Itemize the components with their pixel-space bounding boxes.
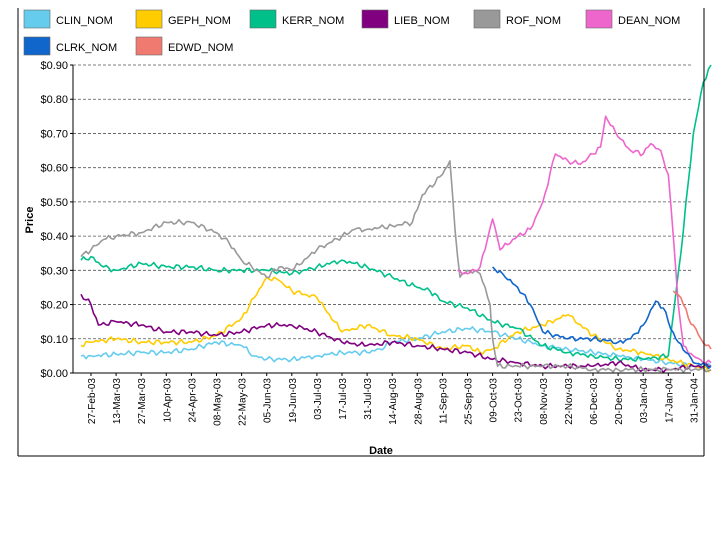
y-tick-label: $0.10 [40, 334, 68, 346]
legend-label: EDWD_NOM [168, 42, 233, 54]
x-tick-label: 20-Dec-03 [614, 378, 625, 425]
legend-label: GEPH_NOM [168, 15, 231, 27]
x-tick-label: 17-Jul-03 [338, 378, 349, 420]
legend-swatch [249, 9, 277, 29]
legend-label: ROF_NOM [506, 15, 561, 27]
series-line-EDWD_NOM [672, 290, 712, 350]
y-tick-label: $0.00 [40, 368, 68, 380]
legend-label: DEAN_NOM [618, 15, 680, 27]
legend-swatch [135, 9, 163, 29]
x-tick-label: 05-Jun-03 [263, 378, 274, 423]
legend-swatch [473, 9, 501, 29]
x-tick-label: 17-Jan-04 [664, 378, 675, 423]
legend: CLIN_NOM GEPH_NOM KERR_NOM LIEB_NOM ROF_NOM D… [23, 9, 680, 56]
y-tick-label: $0.90 [40, 60, 68, 72]
y-axis-title: Price [24, 207, 36, 234]
y-axis-ticks: $0.00 $0.10 $0.20 $0.30 $0.40 $0.50 $0.60 $0.70… [40, 60, 73, 380]
series-line-GEPH_NOM [80, 276, 712, 373]
plot-area [73, 65, 691, 373]
y-tick-label: $0.30 [40, 265, 68, 277]
legend-swatch [23, 36, 51, 56]
y-tick-label: $0.40 [40, 231, 68, 243]
legend-swatch [361, 9, 389, 29]
x-tick-label: 14-Aug-03 [388, 378, 399, 425]
x-axis-title: Date [369, 445, 393, 457]
x-tick-label: 31-Jul-03 [363, 378, 374, 420]
legend-swatch [135, 36, 163, 56]
x-tick-label: 25-Sep-03 [464, 378, 475, 425]
series-line-LIEB_NOM [80, 293, 712, 374]
y-tick-label: $0.80 [40, 94, 68, 106]
series-group [80, 64, 712, 374]
x-tick-label: 13-Mar-03 [112, 378, 123, 425]
y-tick-label: $0.20 [40, 300, 68, 312]
legend-swatch [23, 9, 51, 29]
legend-label: KERR_NOM [282, 15, 344, 27]
x-tick-label: 03-Jul-03 [313, 378, 324, 420]
x-tick-label: 22-May-03 [238, 378, 249, 426]
x-tick-label: 27-Feb-03 [87, 378, 98, 425]
series-line-DEAN_NOM [457, 115, 712, 364]
x-tick-label: 23-Oct-03 [514, 378, 525, 423]
x-tick-label: 24-Apr-03 [187, 378, 198, 423]
y-tick-label: $0.50 [40, 197, 68, 209]
x-tick-label: 22-Nov-03 [564, 378, 575, 425]
legend-label: LIEB_NOM [394, 15, 450, 27]
x-tick-label: 08-Nov-03 [539, 378, 550, 425]
y-tick-label: $0.60 [40, 163, 68, 175]
x-tick-label: 09-Oct-03 [489, 378, 500, 423]
x-tick-label: 03-Jan-04 [639, 378, 650, 423]
y-tick-label: $0.70 [40, 128, 68, 140]
series-line-ROF_NOM [80, 160, 712, 373]
series-line-KERR_NOM [80, 64, 712, 363]
series-line-CLRK_NOM [492, 266, 712, 370]
x-axis-ticks: 27-Feb-03 13-Mar-03 27-Mar-03 10-Apr-03 24-A… [87, 373, 700, 426]
x-tick-label: 28-Aug-03 [413, 378, 424, 425]
legend-label: CLIN_NOM [56, 15, 113, 27]
x-tick-label: 10-Apr-03 [162, 378, 173, 423]
x-tick-label: 08-May-03 [213, 378, 224, 426]
x-tick-label: 31-Jan-04 [689, 378, 700, 423]
x-tick-label: 19-Jun-03 [288, 378, 299, 423]
legend-label: CLRK_NOM [56, 42, 117, 54]
x-tick-label: 11-Sep-03 [438, 378, 449, 424]
x-tick-label: 27-Mar-03 [137, 378, 148, 425]
x-tick-label: 06-Dec-03 [589, 378, 600, 425]
legend-swatch [585, 9, 613, 29]
